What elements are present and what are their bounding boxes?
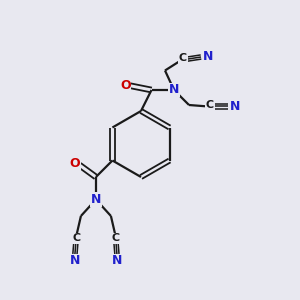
- Text: C: C: [179, 53, 187, 64]
- Text: C: C: [72, 233, 80, 244]
- Text: N: N: [169, 83, 179, 97]
- Text: C: C: [206, 100, 214, 110]
- Text: N: N: [230, 100, 240, 113]
- Text: N: N: [202, 50, 213, 64]
- Text: C: C: [111, 233, 119, 244]
- Text: O: O: [120, 79, 131, 92]
- Text: N: N: [91, 193, 101, 206]
- Text: N: N: [70, 254, 80, 267]
- Text: N: N: [112, 254, 122, 267]
- Text: O: O: [70, 157, 80, 170]
